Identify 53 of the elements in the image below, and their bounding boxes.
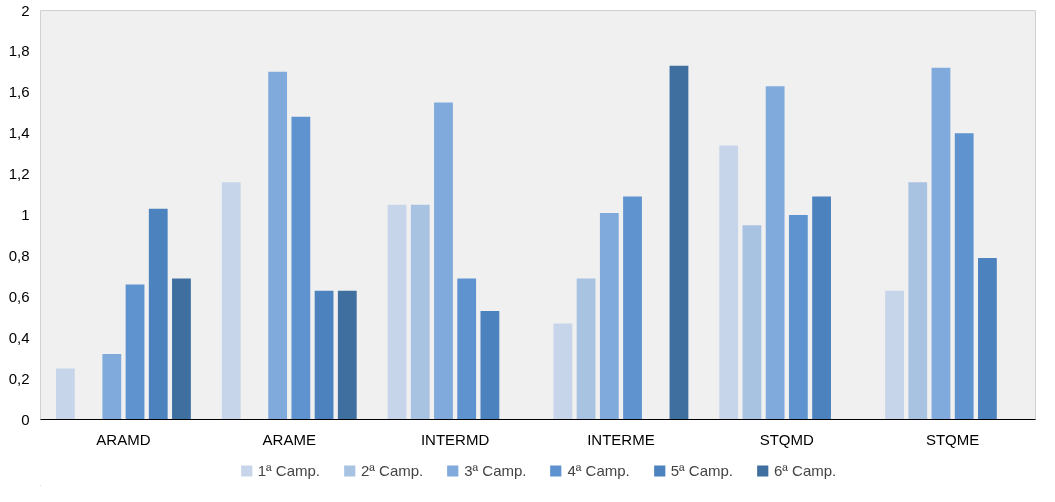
y-tick-label: 0,2 [8,369,30,387]
bar [314,290,334,420]
legend-label: 5ª Camp. [670,461,733,479]
bar [908,182,928,420]
bar [55,368,75,420]
y-tick-label: 1,6 [8,83,30,101]
x-tick-label: ARAME [262,430,316,448]
bar [931,67,951,420]
y-tick-label: 1,8 [8,42,30,60]
x-tick-label: STQME [925,430,980,448]
bar [434,102,453,420]
bar [885,290,904,420]
legend-label: 2ª Camp. [361,461,424,479]
y-tick-label: 2 [21,1,30,19]
bar [148,208,168,420]
bar [221,182,241,420]
bar [788,215,808,420]
y-tick-label: 1 [21,206,30,223]
y-tick-label: 1,2 [8,165,30,183]
bar [765,86,785,420]
y-tick-label: 0 [21,410,30,428]
bar [978,257,997,420]
bar [291,116,311,420]
bar [742,225,762,420]
legend-label: 3ª Camp. [464,461,527,479]
y-tick-label: 1,4 [8,124,30,142]
y-tick-label: 0,8 [8,246,30,264]
bar [102,354,122,420]
bar [623,196,642,420]
bar [268,71,288,420]
bar [719,145,739,420]
legend-label: 4ª Camp. [567,461,630,479]
legend-label: 6ª Camp. [774,461,837,479]
x-tick-label: INTERMD [420,430,490,448]
x-tick-label: ARAMD [96,430,151,448]
bar [576,278,596,420]
legend-label: 1ª Camp. [257,461,320,479]
bar [457,278,477,420]
y-tick-label: 0,4 [8,328,30,346]
bar [125,284,145,420]
bar [337,290,357,420]
bar [172,278,191,420]
x-tick-label: INTERME [587,430,655,448]
bar [599,212,619,420]
bar [410,204,430,420]
bar [812,196,831,420]
bar [954,133,974,420]
y-tick-label: 0,6 [8,287,30,305]
bar [480,311,500,420]
bar [553,323,573,420]
x-tick-label: STQMD [759,430,814,448]
bar [669,65,689,420]
bar [387,204,407,420]
